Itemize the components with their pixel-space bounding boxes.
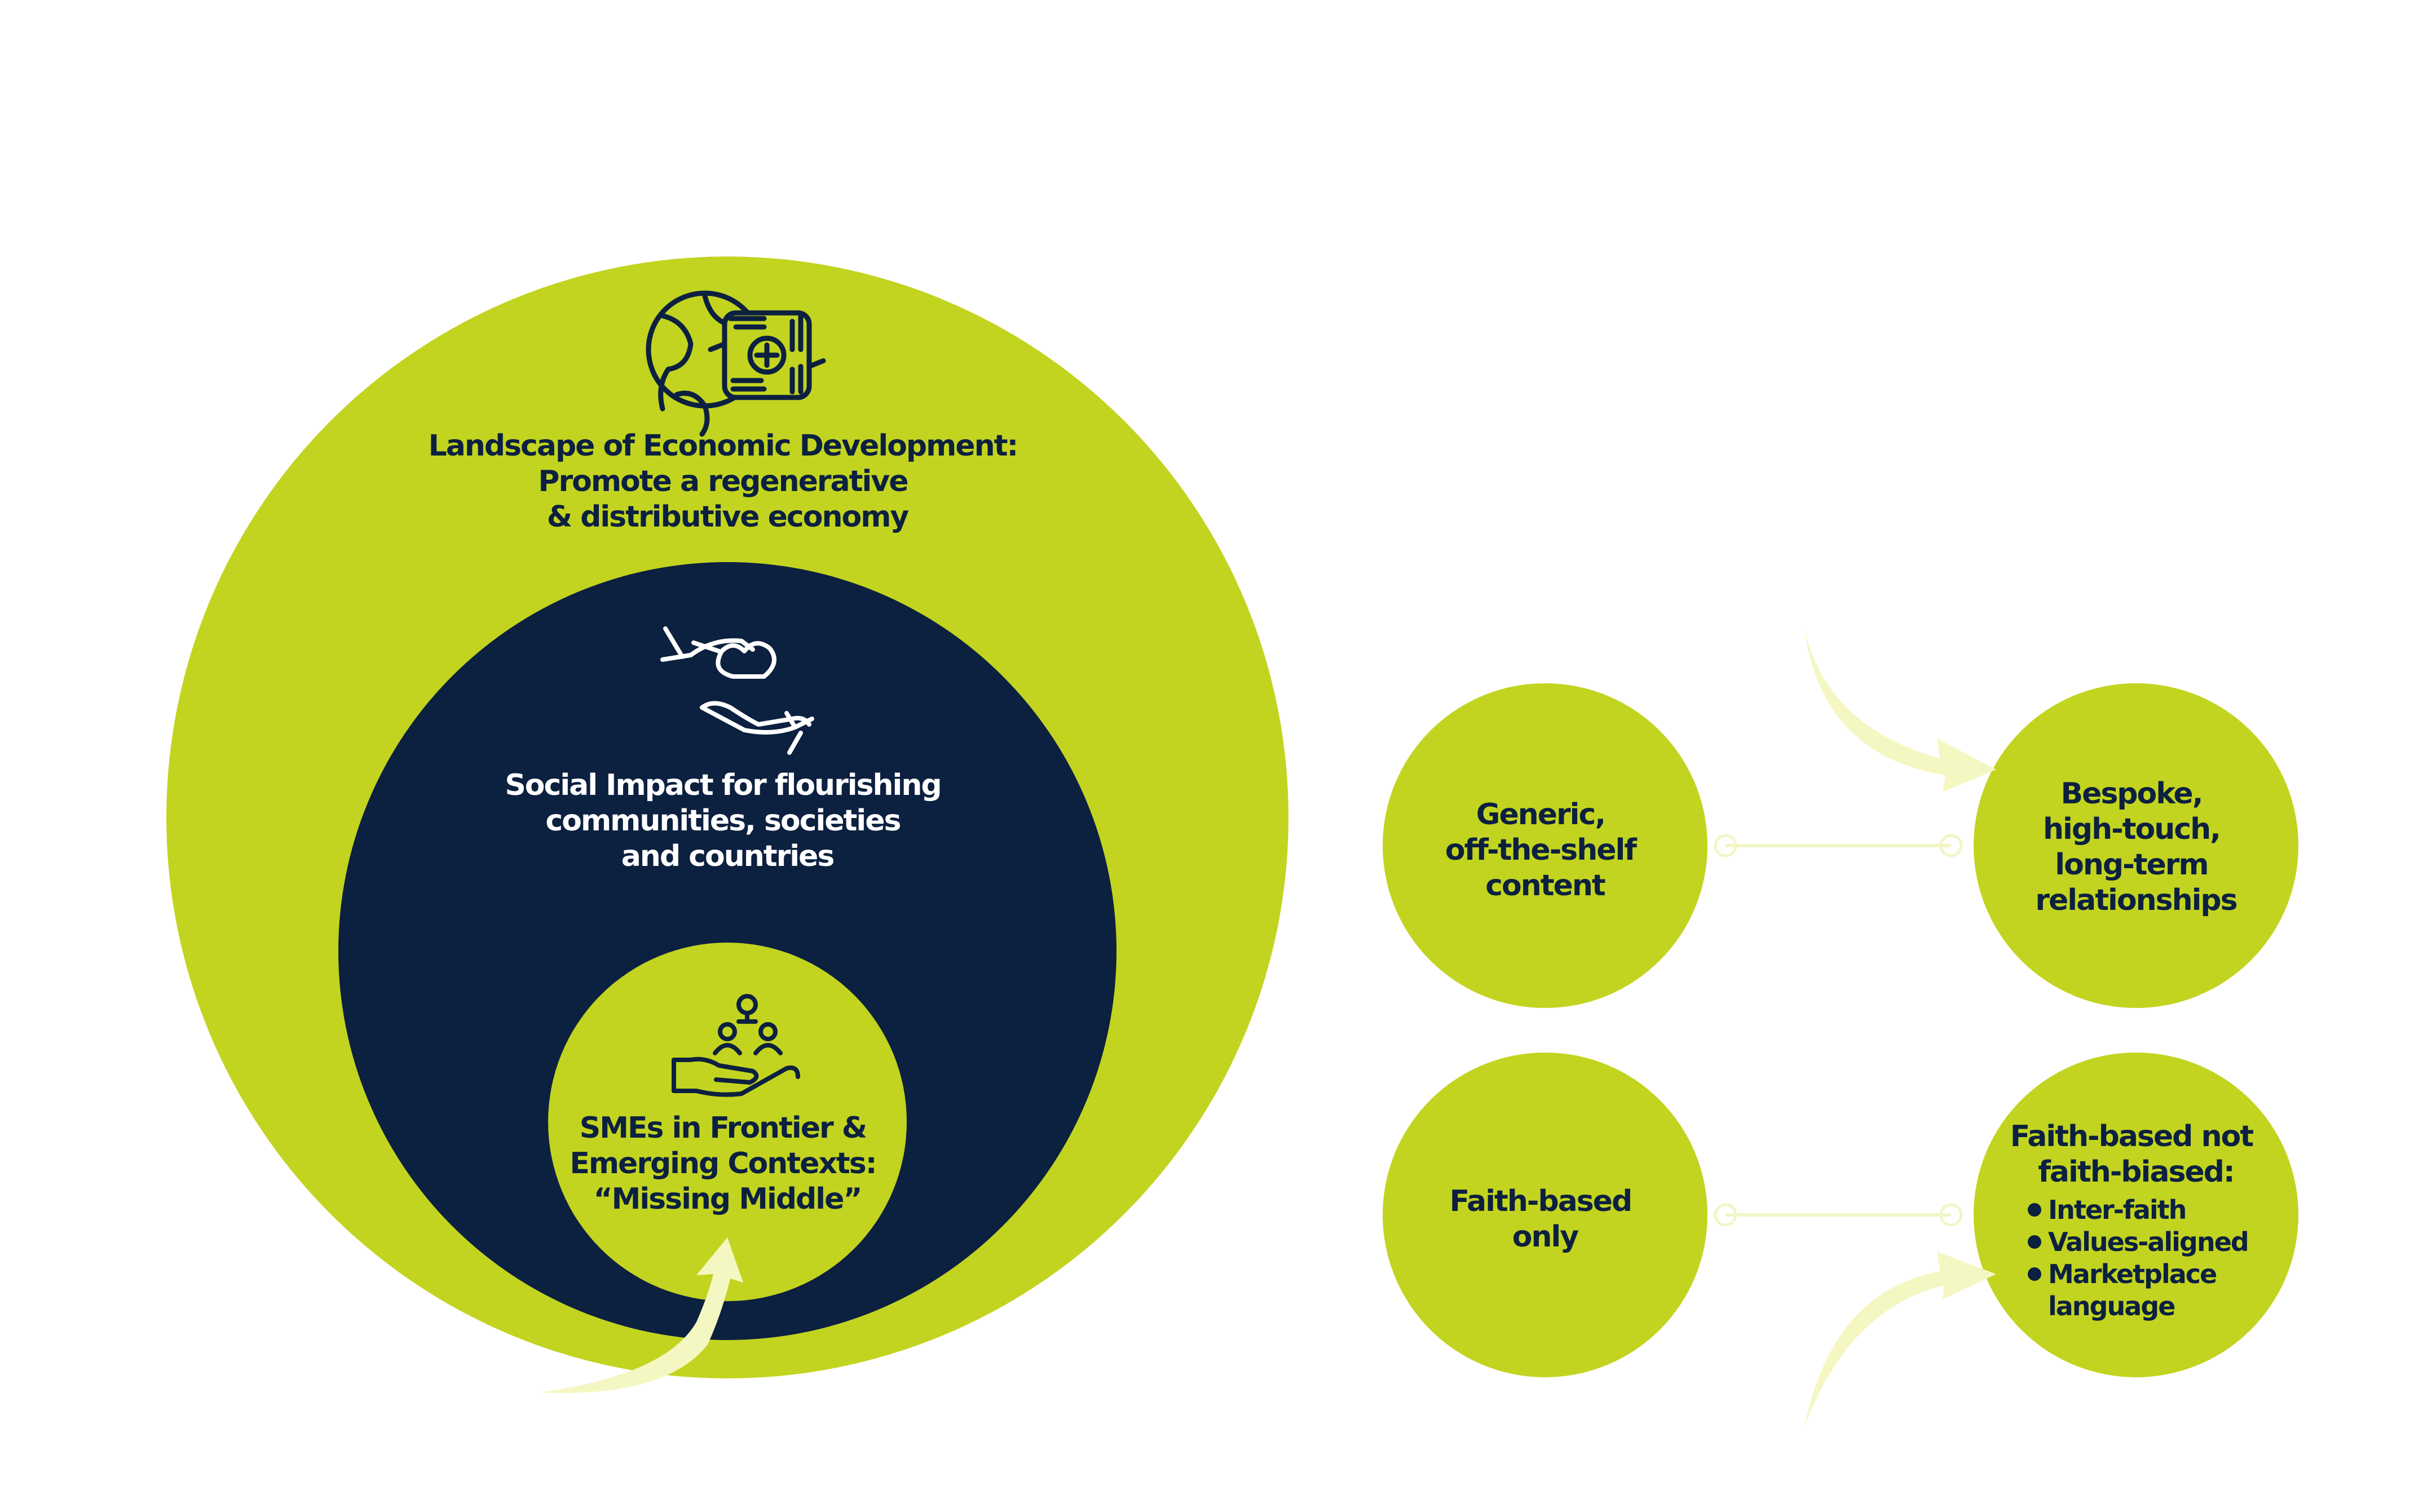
middle-label-line-2: communities, societies (545, 804, 900, 838)
middle-label-line-3: and countries (621, 839, 834, 873)
inner-circle-smes (548, 943, 907, 1301)
shift-from-circle-generic (1383, 683, 1707, 1008)
bullet-dot-2 (2028, 1235, 2041, 1249)
generic-line-3: content (1485, 869, 1605, 903)
shift-to-circle-faith-not-biased (1974, 1053, 2298, 1377)
bullet-dot-1 (2028, 1203, 2041, 1217)
shift-from-label-faith-only: Faith-based only (1450, 1184, 1641, 1254)
arrow-into-faith-not-biased (1804, 1252, 1996, 1426)
bullet-marketplace-cont: language (2048, 1291, 2174, 1321)
inner-label-line-2: Emerging Contexts: (570, 1147, 876, 1181)
generic-line-1: Generic, (1476, 798, 1605, 832)
faith-not-biased-bullet-list (2028, 1203, 2041, 1281)
faith-not-biased-heading-line-1: Faith-based not (2010, 1120, 2253, 1153)
shift-to-circle-bespoke (1974, 683, 2298, 1008)
shift-from-label-generic: Generic, off-the-shelf content (1445, 798, 1645, 903)
connector-row-2 (1714, 1203, 1963, 1227)
bespoke-line-1: Bespoke, (2060, 777, 2202, 811)
arrow-into-smes (539, 1237, 743, 1393)
connector-row-1 (1714, 834, 1963, 857)
bespoke-line-2: high-touch, (2043, 812, 2220, 846)
shift-from-circle-faith-only (1383, 1053, 1707, 1377)
hand-holding-people-icon (672, 994, 800, 1097)
bullet-marketplace: Marketplace (2048, 1259, 2216, 1289)
outer-label-line-3: & distributive economy (547, 500, 909, 534)
outer-label-line-1: Landscape of Economic Development: (429, 429, 1018, 463)
faith-not-biased-bullets: Inter-faith Values-aligned Marketplace l… (2048, 1195, 2256, 1321)
shift-to-label-bespoke: Bespoke, high-touch, long-term relations… (2035, 777, 2236, 917)
outer-circle-label: Landscape of Economic Development: Promo… (429, 429, 1027, 534)
globe-hands-icon (646, 290, 826, 437)
shift-to-heading-faith-not-biased: Faith-based not faith-biased: (2010, 1120, 2262, 1189)
faith-only-line-2: only (1512, 1220, 1579, 1254)
inner-circle-label: SMEs in Frontier & Emerging Contexts: “M… (570, 1111, 885, 1216)
faith-only-line-1: Faith-based (1450, 1184, 1632, 1218)
bullet-dot-3 (2028, 1267, 2041, 1281)
hands-giving-heart-icon (660, 626, 814, 755)
bespoke-line-4: relationships (2035, 883, 2236, 917)
bullet-inter-faith: Inter-faith (2048, 1195, 2186, 1225)
middle-label-line-1: Social Impact for flourishing (505, 768, 941, 802)
generic-line-2: off-the-shelf (1445, 833, 1638, 867)
bullet-values-aligned: Values-aligned (2048, 1227, 2248, 1257)
middle-circle-label: Social Impact for flourishing communitie… (505, 768, 950, 873)
inner-label-line-3: “Missing Middle” (593, 1182, 861, 1216)
inner-label-line-1: SMEs in Frontier & (580, 1111, 867, 1145)
bespoke-line-3: long-term (2055, 848, 2208, 882)
arrow-into-bespoke (1804, 629, 1996, 792)
faith-not-biased-heading-line-2: faith-biased: (2038, 1155, 2234, 1189)
outer-label-line-2: Promote a regenerative (538, 465, 907, 498)
